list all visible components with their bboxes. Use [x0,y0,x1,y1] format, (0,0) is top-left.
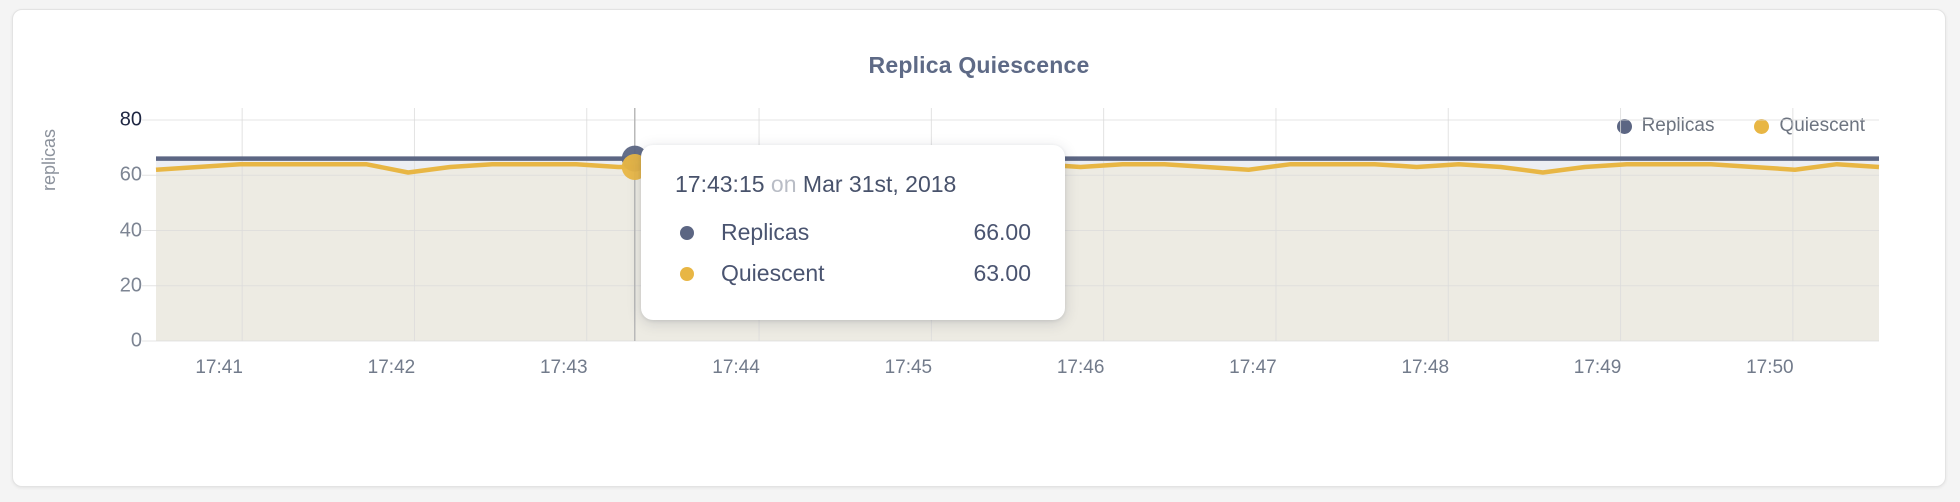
x-axis-tick-label: 17:44 [712,357,760,378]
tooltip-row-quiescent: Quiescent 63.00 [675,253,1031,294]
tooltip-series-label: Quiescent [721,260,825,286]
tooltip-series-value: 66.00 [973,219,1031,245]
x-axis-tick-label: 17:47 [1229,357,1277,378]
tooltip-header: 17:43:15 on Mar 31st, 2018 [675,171,1031,198]
chart-card: Replica Quiescence Replicas Quiescent re… [12,9,1946,487]
tooltip-series-label: Replicas [721,219,810,245]
y-axis-tick-label: 20 [119,274,142,297]
x-axis-tick-label: 17:43 [539,357,588,378]
y-axis-tick-label: 40 [119,219,142,241]
y-axis-tick-label: 60 [119,163,142,186]
y-axis-tick-label: 80 [119,108,142,131]
series-dot-icon [680,225,694,240]
legend-dot-icon [1754,118,1770,134]
tooltip-date: Mar 31st, 2018 [802,171,957,197]
x-axis-tick-label: 17:41 [195,357,243,378]
x-axis-tick-label: 17:49 [1573,357,1622,378]
tooltip-row-replicas: Replicas 66.00 [675,212,1031,253]
y-axis-tick-label: 0 [130,329,142,352]
x-axis-tick-label: 17:45 [884,357,933,378]
tooltip-on-word: on [770,171,797,197]
tooltip-series-value: 63.00 [973,260,1031,286]
x-axis-tick-label: 17:50 [1746,357,1794,378]
tooltip-time: 17:43:15 [675,171,765,197]
series-dot-icon [680,266,694,281]
x-axis-tick-label: 17:48 [1401,357,1450,378]
chart-tooltip: 17:43:15 on Mar 31st, 2018 Replicas 66.0… [641,145,1065,320]
x-axis-tick-label: 17:46 [1056,357,1105,378]
x-axis-tick-label: 17:42 [367,357,416,378]
page-title: Replica Quiescence [868,52,1090,78]
